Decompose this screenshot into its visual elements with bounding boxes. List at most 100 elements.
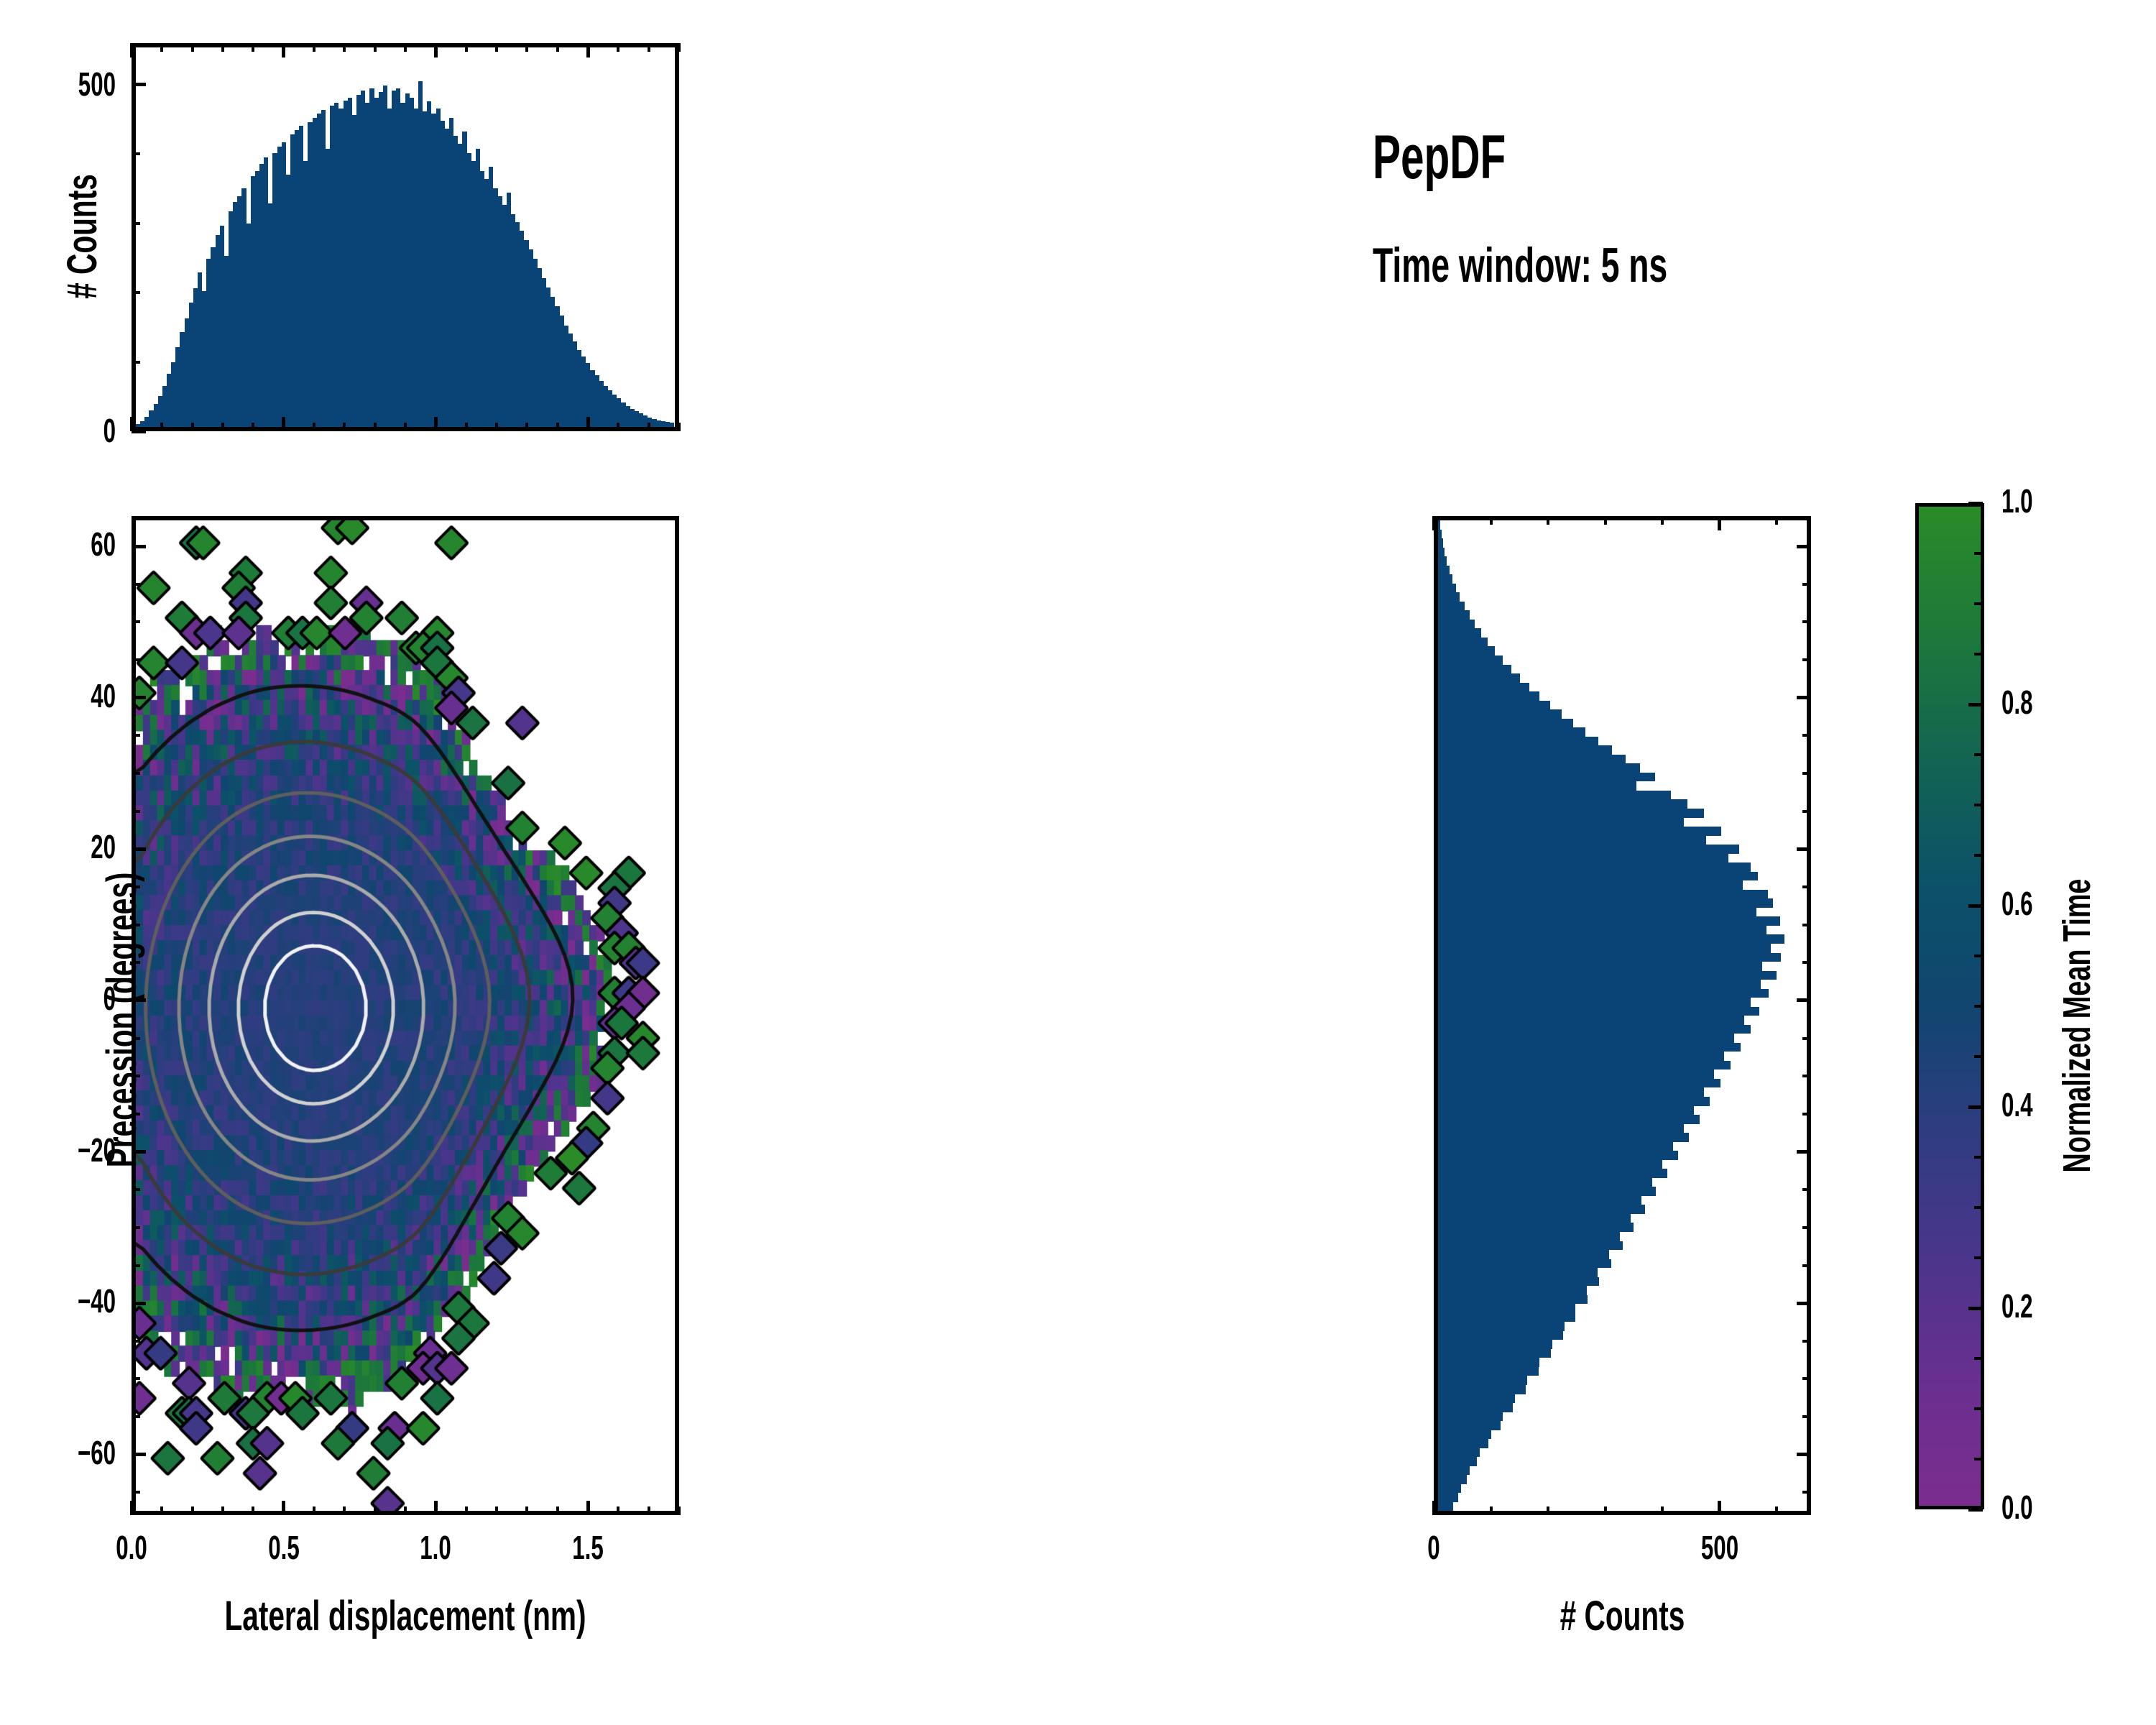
right-histogram-bar (1438, 1195, 1641, 1205)
tick-major-x (1718, 516, 1722, 530)
tick-minor-x (190, 423, 194, 431)
tick-major-x (586, 43, 590, 58)
right-histogram-bar (1438, 1141, 1674, 1151)
tick-minor-y (132, 360, 140, 364)
right-histogram-bar (1438, 1268, 1598, 1277)
right-histogram-bar (1438, 547, 1445, 557)
colorbar-tick-minor (1974, 1458, 1983, 1460)
top-histogram-bar (586, 363, 591, 427)
colorbar-tick-label: 0.2 (2001, 1287, 2033, 1325)
tick-major-y (1797, 696, 1811, 700)
top-histogram-bar (546, 287, 551, 427)
tick-minor-x (252, 43, 255, 52)
top-histogram-bar (224, 256, 229, 427)
main-plot-ytick-label: 20 (91, 828, 116, 866)
right-histogram-xlabel: # Counts (1560, 1593, 1685, 1639)
top-histogram-bar (497, 196, 502, 427)
tick-major-y (132, 1453, 146, 1457)
tick-minor-y (132, 923, 140, 926)
tick-major-x (1718, 1501, 1722, 1515)
top-histogram-bar (356, 95, 361, 427)
tick-minor-x (617, 423, 620, 431)
right-histogram-bar (1438, 862, 1751, 872)
right-histogram-bar (1438, 1403, 1514, 1412)
colorbar-tick-label: 0.4 (2001, 1086, 2033, 1123)
top-histogram-bar (572, 341, 578, 427)
tick-minor-x (252, 423, 255, 431)
top-histogram-bar (568, 333, 573, 427)
tick-minor-x (404, 423, 407, 431)
top-histogram-bar (188, 302, 193, 427)
tick-minor-y (132, 772, 140, 776)
right-histogram-bar (1438, 1133, 1689, 1142)
right-histogram-bar (1438, 943, 1772, 953)
tick-major-x (129, 1501, 134, 1515)
right-histogram-bar (1438, 763, 1641, 773)
top-histogram-bar (171, 362, 176, 427)
right-histogram-bar (1438, 1475, 1468, 1484)
top-histogram-bar (219, 225, 224, 427)
tick-minor-y (132, 1112, 140, 1116)
tick-minor-x (313, 43, 315, 52)
top-histogram-ytick-label: 500 (78, 65, 116, 103)
top-histogram-bar (241, 188, 247, 427)
top-histogram-bar (448, 118, 454, 427)
top-histogram-bar (493, 188, 498, 427)
top-histogram-bar (237, 196, 242, 427)
tick-minor-x (525, 43, 529, 52)
right-histogram-bar (1438, 1358, 1540, 1367)
colorbar-tick-minor (1974, 753, 1983, 756)
right-histogram-bar (1438, 1078, 1720, 1088)
tick-major-x (282, 1501, 286, 1515)
right-histogram-bar (1438, 1151, 1679, 1160)
top-histogram-bar (162, 385, 167, 427)
tick-major-x (1432, 516, 1436, 530)
right-histogram-bar (1438, 673, 1521, 683)
tick-minor-x (556, 43, 559, 52)
top-histogram-bar (444, 129, 449, 427)
right-histogram-bar (1438, 700, 1551, 710)
tick-minor-y (1802, 582, 1811, 586)
right-histogram-bar (1438, 799, 1687, 809)
right-histogram-bar (1438, 835, 1707, 845)
right-histogram-bar (1438, 1294, 1588, 1305)
tick-minor-x (1489, 516, 1493, 525)
right-histogram-bar (1438, 691, 1540, 701)
top-histogram-bar (312, 118, 317, 427)
tick-minor-x (190, 43, 194, 52)
colorbar-tick-major (1968, 903, 1983, 908)
right-histogram-bar (1438, 583, 1456, 593)
tick-minor-y (132, 620, 140, 624)
right-histogram-bar (1438, 898, 1774, 908)
tick-major-y (132, 847, 146, 851)
tick-minor-y (1802, 1377, 1811, 1381)
right-histogram-bar (1438, 1187, 1657, 1196)
top-histogram-bar (603, 386, 609, 427)
top-histogram-bar (193, 288, 198, 427)
top-histogram-bar (555, 306, 560, 427)
top-histogram-bar (184, 318, 189, 427)
right-histogram-bar (1438, 1330, 1564, 1340)
top-histogram-bar (180, 332, 185, 427)
top-histogram-bar (396, 88, 401, 427)
tick-minor-y (132, 582, 140, 586)
tick-minor-y (1802, 1415, 1811, 1419)
tick-major-y (132, 1150, 146, 1154)
colorbar-gradient (1919, 507, 1981, 1506)
top-histogram-bar (590, 369, 595, 427)
right-histogram-bar (1438, 1276, 1599, 1287)
tick-minor-y (132, 291, 140, 295)
top-histogram-bar (374, 97, 379, 427)
main-2d-histogram (132, 516, 679, 1515)
right-histogram-bar (1438, 1087, 1704, 1097)
tick-minor-x (221, 1506, 224, 1515)
top-histogram-bar (612, 394, 617, 427)
tick-minor-x (343, 1506, 346, 1515)
colorbar-tick-minor (1974, 1357, 1983, 1360)
tick-minor-x (313, 423, 315, 431)
tick-minor-y (132, 734, 140, 737)
tick-minor-x (495, 1506, 498, 1515)
colorbar-tick-minor (1974, 854, 1983, 857)
colorbar-tick-minor (1974, 1407, 1983, 1410)
